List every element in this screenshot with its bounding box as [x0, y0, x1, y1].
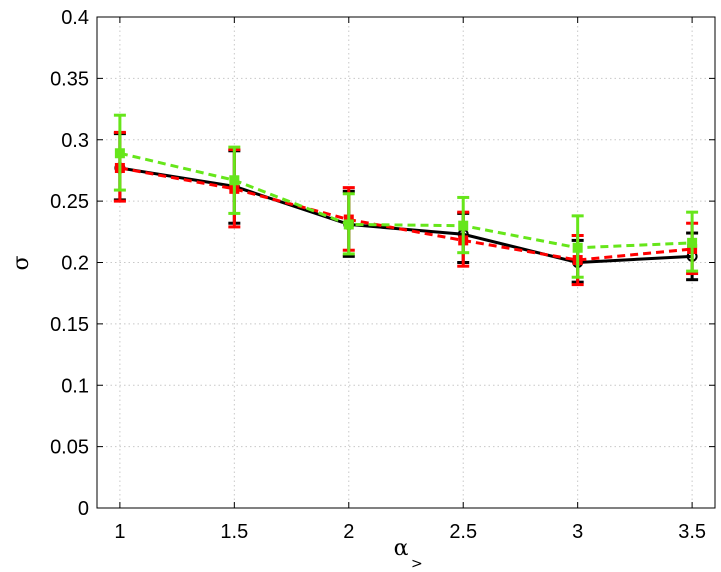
y-tick-label-8: 0.4 — [61, 7, 89, 29]
series-2-point-2 — [344, 220, 353, 229]
x-axis-label: α — [394, 536, 409, 561]
x-tick-label-0: 1 — [114, 521, 125, 543]
series-2-point-4 — [573, 243, 582, 252]
y-tick-label-3: 0.15 — [50, 314, 89, 336]
x-tick-label-3: 2.5 — [449, 521, 477, 543]
series-2-point-3 — [459, 221, 468, 230]
x-axis-label-subscript: > — [411, 556, 423, 572]
y-tick-label-5: 0.25 — [50, 191, 89, 213]
y-tick-label-4: 0.2 — [61, 253, 89, 275]
grid — [97, 17, 715, 508]
y-axis-label-group: σ — [9, 255, 34, 270]
series-layer — [114, 115, 698, 284]
y-tick-label-6: 0.3 — [61, 130, 89, 152]
y-axis-label: σ — [9, 255, 34, 270]
axes: 1 1.5 2 2.5 3 3.5 0 0.05 0.1 0.15 0.2 0.25 0.3 0.35 0.… — [50, 7, 715, 543]
x-axis-label-group: α > — [394, 536, 423, 572]
x-tick-label-1: 1.5 — [220, 521, 248, 543]
series-0 — [114, 134, 698, 283]
y-tick-label-0: 0 — [78, 498, 89, 520]
x-tick-label-2: 2 — [343, 521, 354, 543]
series-2-point-0 — [115, 149, 124, 158]
y-tick-label-1: 0.05 — [50, 437, 89, 459]
y-tick-label-7: 0.35 — [50, 68, 89, 90]
series-2-point-1 — [230, 176, 239, 185]
y-tick-label-2: 0.1 — [61, 375, 89, 397]
series-2-line — [120, 153, 692, 248]
plot-frame — [97, 17, 715, 508]
x-tick-label-5: 3.5 — [678, 521, 706, 543]
x-tick-label-4: 3 — [572, 521, 583, 543]
series-0-line — [120, 168, 692, 263]
series-2-point-5 — [688, 238, 697, 247]
